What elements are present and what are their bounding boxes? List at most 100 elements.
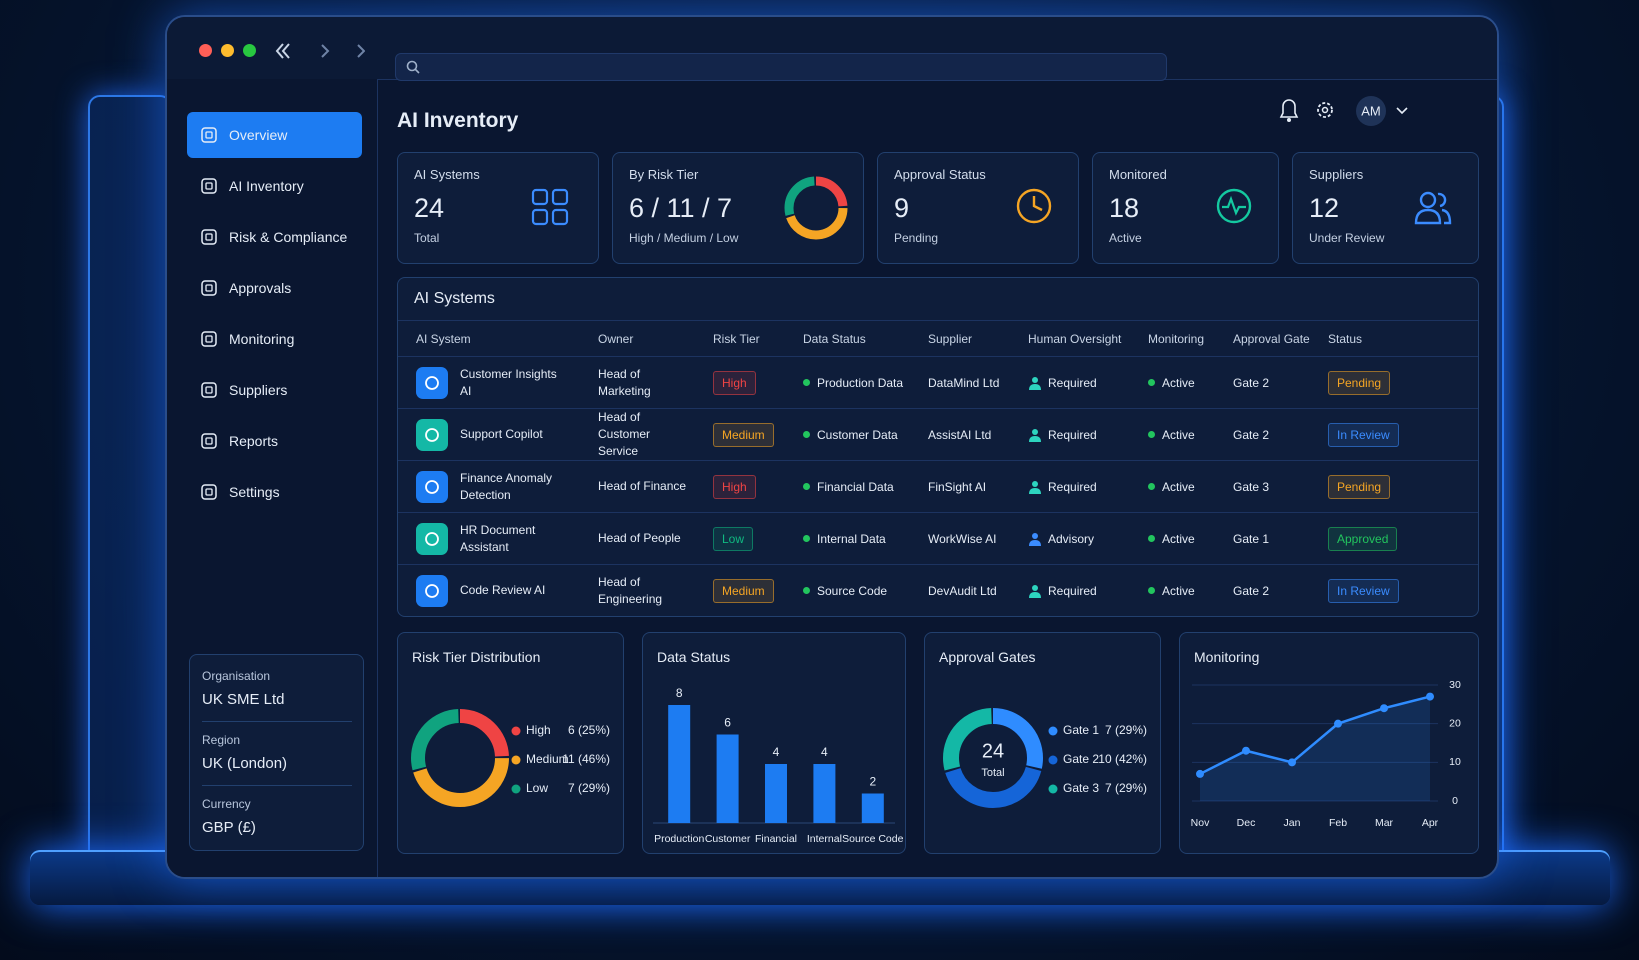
oversight: Required bbox=[1048, 375, 1097, 390]
decor-plate bbox=[88, 95, 172, 869]
approval-gate: Gate 2 bbox=[1233, 583, 1270, 598]
kpi-card: By Risk Tier 6 / 11 / 7 High / Medium / Lo… bbox=[612, 152, 864, 264]
nav-item[interactable]: Settings bbox=[187, 469, 362, 515]
legend-dot bbox=[1048, 784, 1058, 794]
icon-shape bbox=[205, 386, 213, 394]
system-glyph bbox=[425, 531, 439, 546]
status-dot bbox=[1148, 483, 1155, 490]
nav-item[interactable]: AI Inventory bbox=[187, 163, 362, 209]
column-header: Monitoring bbox=[1148, 331, 1205, 346]
browser-bar bbox=[167, 17, 1497, 81]
nav-item[interactable]: Risk & Compliance bbox=[187, 214, 362, 260]
table-row[interactable]: Code Review AI Head of Engineering Medium S… bbox=[398, 564, 1478, 616]
cell: Active bbox=[1148, 428, 1233, 442]
info-value: UK (London) bbox=[202, 755, 288, 772]
kpi-value: 18 bbox=[1109, 193, 1140, 223]
icon-shape bbox=[425, 375, 439, 390]
kpi-title: Monitored bbox=[1109, 167, 1167, 182]
cell: Finance Anomaly Detection bbox=[416, 470, 598, 504]
bell-icon[interactable] bbox=[1279, 99, 1299, 122]
column-header: Approval Gate bbox=[1233, 331, 1310, 346]
avatar-menu[interactable] bbox=[1396, 107, 1408, 115]
icon-shape bbox=[551, 208, 569, 226]
owner: Head of Engineering bbox=[598, 574, 663, 606]
info-value: UK SME Ltd bbox=[202, 691, 285, 708]
value-label: 11 (46%) bbox=[562, 752, 610, 766]
point bbox=[1334, 719, 1342, 728]
owner: Head of Customer Service bbox=[598, 410, 651, 458]
table-row[interactable]: Finance Anomaly Detection Head of Finance… bbox=[398, 460, 1478, 512]
cell: Pending bbox=[1328, 370, 1478, 395]
info-box: Organisation UK SME Ltd Region UK (London) C… bbox=[189, 654, 364, 851]
chart-title: Risk Tier Distribution bbox=[412, 649, 541, 665]
settings-icon[interactable] bbox=[1317, 102, 1333, 118]
status-dot bbox=[803, 483, 810, 490]
table-row[interactable]: Customer Insights AI Head of Marketing Hig… bbox=[398, 356, 1478, 408]
nav-arrows[interactable] bbox=[275, 41, 365, 61]
monitoring: Active bbox=[1162, 583, 1195, 598]
maximize-button[interactable] bbox=[243, 44, 256, 57]
close-button[interactable] bbox=[199, 44, 212, 57]
bar bbox=[716, 734, 739, 823]
nav-icon bbox=[201, 433, 217, 449]
chart-title: Approval Gates bbox=[939, 649, 1036, 665]
line bbox=[1199, 695, 1431, 776]
person-icon bbox=[1029, 584, 1041, 598]
nav-item[interactable]: Suppliers bbox=[187, 367, 362, 413]
column-header: Owner bbox=[598, 331, 634, 346]
avatar[interactable] bbox=[1356, 96, 1386, 126]
nav-item[interactable]: Monitoring bbox=[187, 316, 362, 362]
nav-item[interactable]: Reports bbox=[187, 418, 362, 464]
kpi-card: Monitored 18 Active bbox=[1092, 152, 1279, 264]
risk-badge: Low bbox=[713, 526, 754, 551]
x-tick-label: Nov bbox=[1191, 817, 1210, 829]
legend-dot bbox=[511, 755, 521, 765]
oversight: Advisory bbox=[1048, 531, 1095, 546]
icon-shape bbox=[531, 208, 549, 226]
table-title: AI Systems bbox=[414, 290, 495, 307]
supplier: DevAudit Ltd bbox=[928, 583, 997, 598]
icon-shape bbox=[425, 583, 439, 598]
value-label: 7 (29%) bbox=[1105, 723, 1147, 737]
kpi-sub: Under Review bbox=[1309, 231, 1385, 245]
icon-shape bbox=[1032, 480, 1038, 487]
nav-label: Approvals bbox=[229, 280, 292, 296]
x-tick-label: Production bbox=[654, 833, 704, 845]
cell: In Review bbox=[1328, 422, 1478, 447]
owner: Head of Marketing bbox=[598, 366, 651, 398]
system-icon bbox=[416, 366, 448, 399]
nav-item[interactable]: Approvals bbox=[187, 265, 362, 311]
system-icon bbox=[416, 470, 448, 503]
table-row[interactable]: Support Copilot Head of Customer Service M… bbox=[398, 408, 1478, 460]
column-header: Human Oversight bbox=[1028, 331, 1122, 346]
icon-shape bbox=[201, 127, 217, 143]
status-dot bbox=[803, 535, 810, 542]
nav-label: Reports bbox=[229, 433, 279, 449]
kpi-title: By Risk Tier bbox=[629, 167, 699, 182]
kpi-card: Approval Status 9 Pending bbox=[877, 152, 1079, 264]
icon-shape bbox=[1032, 196, 1043, 212]
chart-title: Monitoring bbox=[1194, 649, 1260, 665]
system-name: HR Document Assistant bbox=[460, 522, 536, 554]
point bbox=[1426, 692, 1434, 701]
approval-gate: Gate 1 bbox=[1233, 531, 1270, 546]
donut-segment bbox=[411, 709, 509, 807]
status-dot bbox=[1148, 535, 1155, 542]
nav-item[interactable]: Overview bbox=[187, 112, 362, 158]
monitoring: Active bbox=[1162, 479, 1195, 494]
risk-badge: High bbox=[713, 474, 756, 499]
info-label: Organisation bbox=[202, 669, 271, 683]
icon-shape bbox=[1016, 188, 1052, 224]
table-row[interactable]: HR Document Assistant Head of People Low In… bbox=[398, 512, 1478, 564]
cell: Advisory bbox=[1028, 532, 1148, 546]
nav-icon bbox=[201, 382, 217, 398]
nav-icon bbox=[201, 280, 217, 296]
kpi-value: 24 bbox=[414, 193, 445, 223]
chart: 24 Total Gate 1 7 (29%) Gate 2 10 (42%) Gate 3… bbox=[943, 708, 1147, 808]
status-dot bbox=[803, 379, 810, 386]
legend-dot bbox=[511, 726, 521, 736]
x-tick-label: Mar bbox=[1375, 817, 1394, 829]
minimize-button[interactable] bbox=[221, 44, 234, 57]
search-bar[interactable] bbox=[395, 53, 1167, 81]
value-label: 8 bbox=[676, 686, 683, 700]
